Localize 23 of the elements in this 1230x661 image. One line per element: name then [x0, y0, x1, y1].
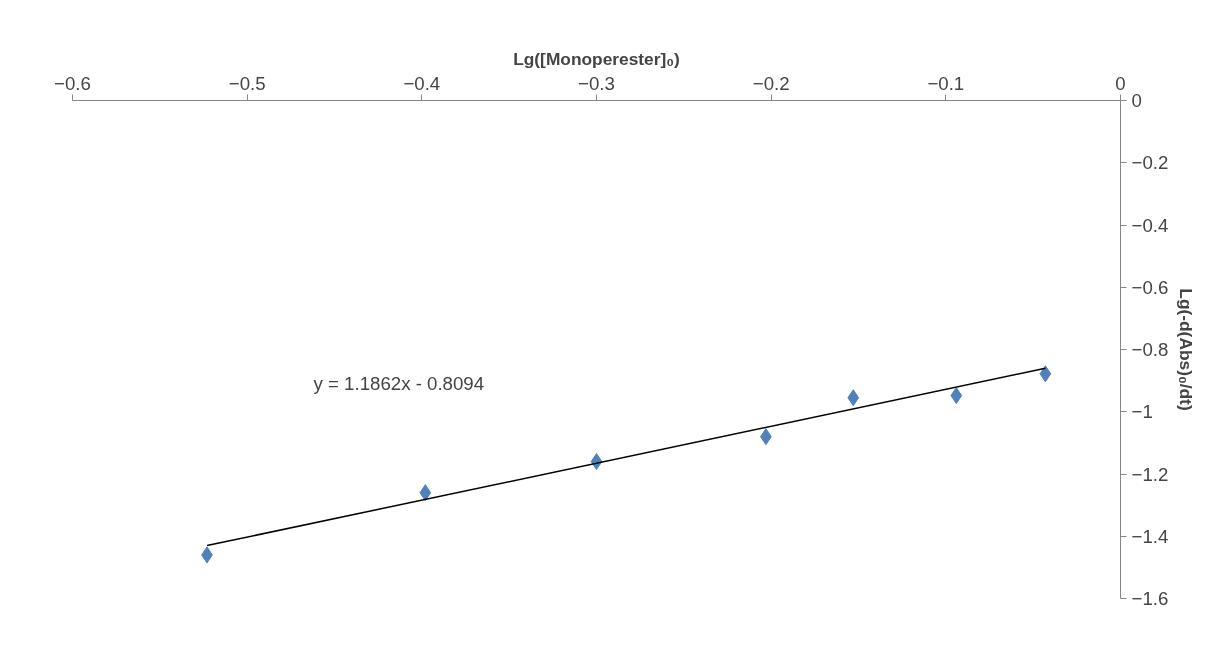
- y-tick-label: −1: [1131, 401, 1153, 423]
- y-tick-label: −1.4: [1131, 525, 1169, 547]
- y-axis-title: Lg(-d(Abs)₀/dt): [1176, 288, 1197, 411]
- x-tick-label: −0.2: [752, 72, 790, 94]
- point: [847, 389, 860, 407]
- y-tick-label: −0.2: [1131, 152, 1169, 174]
- y-tick-label: 0: [1131, 90, 1142, 111]
- x-tick-label: −0.5: [228, 72, 266, 94]
- point: [950, 387, 963, 405]
- x-tick-label: 0: [1115, 72, 1126, 94]
- x-tick-label: −0.6: [54, 72, 91, 94]
- x-tick-label: −0.4: [403, 72, 441, 94]
- annotation: y = 1.1862x - 0.8094: [313, 373, 485, 394]
- point: [1039, 365, 1052, 383]
- y-tick-label: −0.8: [1131, 339, 1169, 360]
- y-tick-label: −0.4: [1131, 214, 1169, 236]
- y-tick-label: −0.6: [1131, 276, 1169, 298]
- point: [419, 484, 432, 502]
- x-axis-title: Lg([Monoperester]₀): [513, 48, 680, 69]
- y-tick-label: −1.2: [1131, 463, 1169, 485]
- x-tick-label: −0.3: [578, 72, 615, 94]
- y-tick-label: −1.6: [1131, 588, 1169, 609]
- x-tick-label: −0.1: [927, 72, 965, 94]
